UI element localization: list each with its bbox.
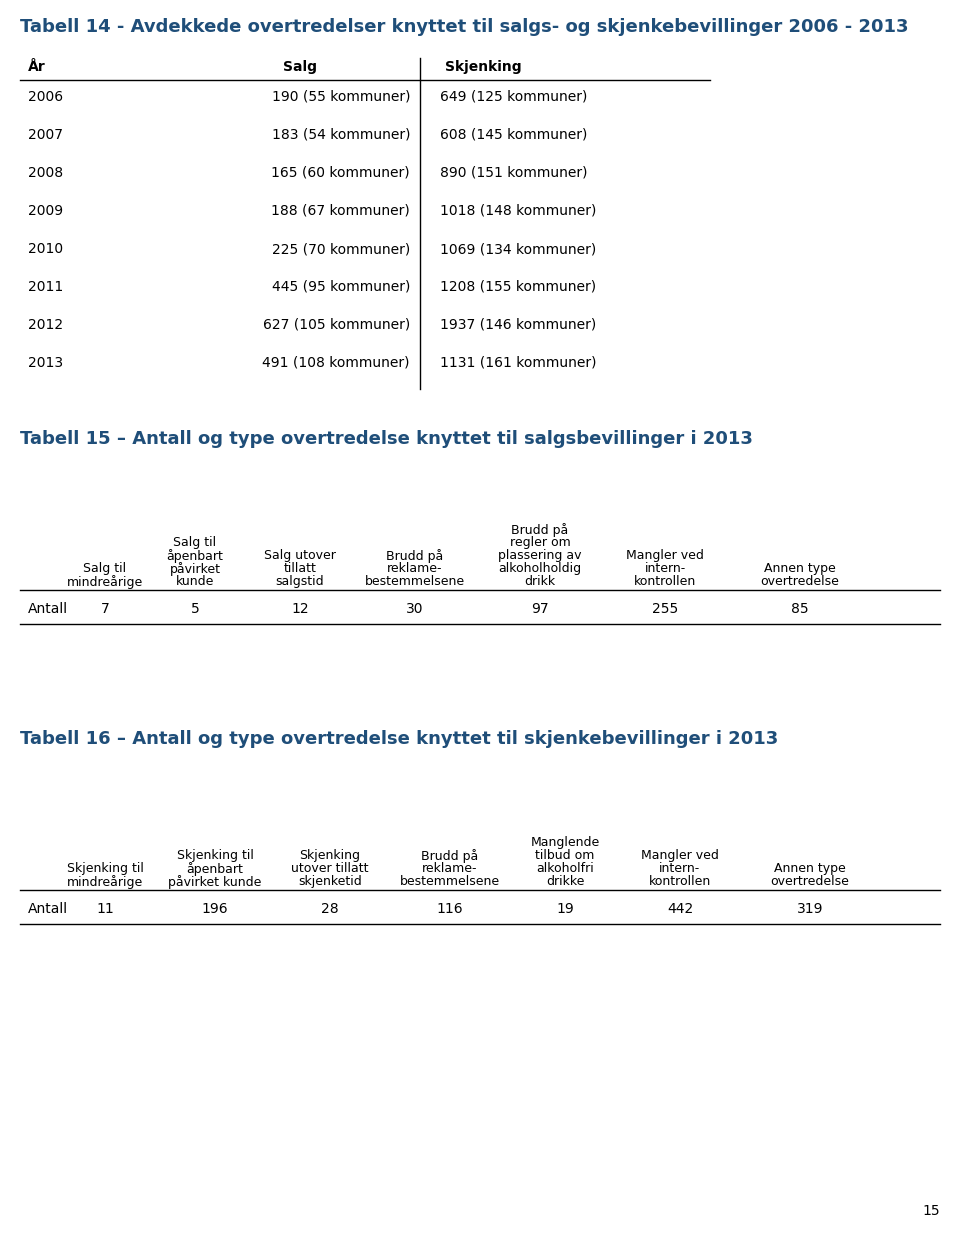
Text: Antall: Antall	[28, 902, 68, 916]
Text: kontrollen: kontrollen	[649, 875, 711, 887]
Text: skjenketid: skjenketid	[299, 875, 362, 887]
Text: 608 (145 kommuner): 608 (145 kommuner)	[440, 129, 588, 142]
Text: 30: 30	[406, 602, 423, 616]
Text: intern-: intern-	[660, 861, 701, 875]
Text: 1069 (134 kommuner): 1069 (134 kommuner)	[440, 242, 596, 256]
Text: reklame-: reklame-	[422, 861, 478, 875]
Text: overtredelse: overtredelse	[760, 575, 839, 588]
Text: 7: 7	[101, 602, 109, 616]
Text: 649 (125 kommuner): 649 (125 kommuner)	[440, 90, 588, 104]
Text: alkoholholdig: alkoholholdig	[498, 562, 582, 575]
Text: overtredelse: overtredelse	[771, 875, 850, 887]
Text: Tabell 16 – Antall og type overtredelse knyttet til skjenkebevillinger i 2013: Tabell 16 – Antall og type overtredelse …	[20, 730, 779, 748]
Text: 85: 85	[791, 602, 809, 616]
Text: 319: 319	[797, 902, 824, 916]
Text: reklame-: reklame-	[387, 562, 443, 575]
Text: bestemmelsene: bestemmelsene	[365, 575, 465, 588]
Text: 1131 (161 kommuner): 1131 (161 kommuner)	[440, 356, 596, 370]
Text: 2013: 2013	[28, 356, 63, 370]
Text: påvirket: påvirket	[170, 562, 221, 576]
Text: 165 (60 kommuner): 165 (60 kommuner)	[272, 166, 410, 180]
Text: kunde: kunde	[176, 575, 214, 588]
Text: 5: 5	[191, 602, 200, 616]
Text: Salg til: Salg til	[174, 536, 217, 549]
Text: 2007: 2007	[28, 129, 63, 142]
Text: Tabell 15 – Antall og type overtredelse knyttet til salgsbevillinger i 2013: Tabell 15 – Antall og type overtredelse …	[20, 430, 753, 447]
Text: Mangler ved: Mangler ved	[626, 549, 704, 562]
Text: 2009: 2009	[28, 204, 63, 218]
Text: Skjenking: Skjenking	[445, 61, 521, 74]
Text: 1018 (148 kommuner): 1018 (148 kommuner)	[440, 204, 596, 218]
Text: Mangler ved: Mangler ved	[641, 849, 719, 861]
Text: 627 (105 kommuner): 627 (105 kommuner)	[263, 318, 410, 332]
Text: plassering av: plassering av	[498, 549, 582, 562]
Text: kontrollen: kontrollen	[634, 575, 696, 588]
Text: 2012: 2012	[28, 318, 63, 332]
Text: 190 (55 kommuner): 190 (55 kommuner)	[272, 90, 410, 104]
Text: tillatt: tillatt	[283, 562, 317, 575]
Text: Antall: Antall	[28, 602, 68, 616]
Text: 255: 255	[652, 602, 678, 616]
Text: Salg utover: Salg utover	[264, 549, 336, 562]
Text: 2010: 2010	[28, 242, 63, 256]
Text: 1208 (155 kommuner): 1208 (155 kommuner)	[440, 281, 596, 294]
Text: 2008: 2008	[28, 166, 63, 180]
Text: drikk: drikk	[524, 575, 556, 588]
Text: 491 (108 kommuner): 491 (108 kommuner)	[262, 356, 410, 370]
Text: Salg til: Salg til	[84, 562, 127, 575]
Text: Tabell 14 - Avdekkede overtredelser knyttet til salgs- og skjenkebevillinger 200: Tabell 14 - Avdekkede overtredelser knyt…	[20, 19, 908, 36]
Text: utover tillatt: utover tillatt	[291, 861, 369, 875]
Text: 12: 12	[291, 602, 309, 616]
Text: alkoholfri: alkoholfri	[536, 861, 594, 875]
Text: Skjenking til: Skjenking til	[66, 861, 143, 875]
Text: 445 (95 kommuner): 445 (95 kommuner)	[272, 281, 410, 294]
Text: Annen type: Annen type	[764, 562, 836, 575]
Text: Manglende: Manglende	[530, 836, 600, 849]
Text: Skjenking til: Skjenking til	[177, 849, 253, 861]
Text: 11: 11	[96, 902, 114, 916]
Text: 183 (54 kommuner): 183 (54 kommuner)	[272, 129, 410, 142]
Text: Skjenking: Skjenking	[300, 849, 361, 861]
Text: 19: 19	[556, 902, 574, 916]
Text: År: År	[28, 61, 46, 74]
Text: 188 (67 kommuner): 188 (67 kommuner)	[272, 204, 410, 218]
Text: regler om: regler om	[510, 536, 570, 549]
Text: Brudd på: Brudd på	[512, 523, 568, 536]
Text: 2006: 2006	[28, 90, 63, 104]
Text: 15: 15	[923, 1204, 940, 1217]
Text: 196: 196	[202, 902, 228, 916]
Text: mindreårige: mindreårige	[67, 875, 143, 889]
Text: bestemmelsene: bestemmelsene	[400, 875, 500, 887]
Text: 442: 442	[667, 902, 693, 916]
Text: Annen type: Annen type	[774, 861, 846, 875]
Text: intern-: intern-	[644, 562, 685, 575]
Text: Salg: Salg	[283, 61, 317, 74]
Text: 1937 (146 kommuner): 1937 (146 kommuner)	[440, 318, 596, 332]
Text: salgstid: salgstid	[276, 575, 324, 588]
Text: 116: 116	[437, 902, 464, 916]
Text: åpenbart: åpenbart	[167, 549, 224, 562]
Text: 890 (151 kommuner): 890 (151 kommuner)	[440, 166, 588, 180]
Text: tilbud om: tilbud om	[536, 849, 594, 861]
Text: mindreårige: mindreårige	[67, 575, 143, 590]
Text: Brudd på: Brudd på	[421, 849, 479, 863]
Text: drikke: drikke	[546, 875, 585, 887]
Text: påvirket kunde: påvirket kunde	[168, 875, 262, 889]
Text: Brudd på: Brudd på	[386, 549, 444, 562]
Text: åpenbart: åpenbart	[186, 861, 244, 876]
Text: 225 (70 kommuner): 225 (70 kommuner)	[272, 242, 410, 256]
Text: 28: 28	[322, 902, 339, 916]
Text: 2011: 2011	[28, 281, 63, 294]
Text: 97: 97	[531, 602, 549, 616]
